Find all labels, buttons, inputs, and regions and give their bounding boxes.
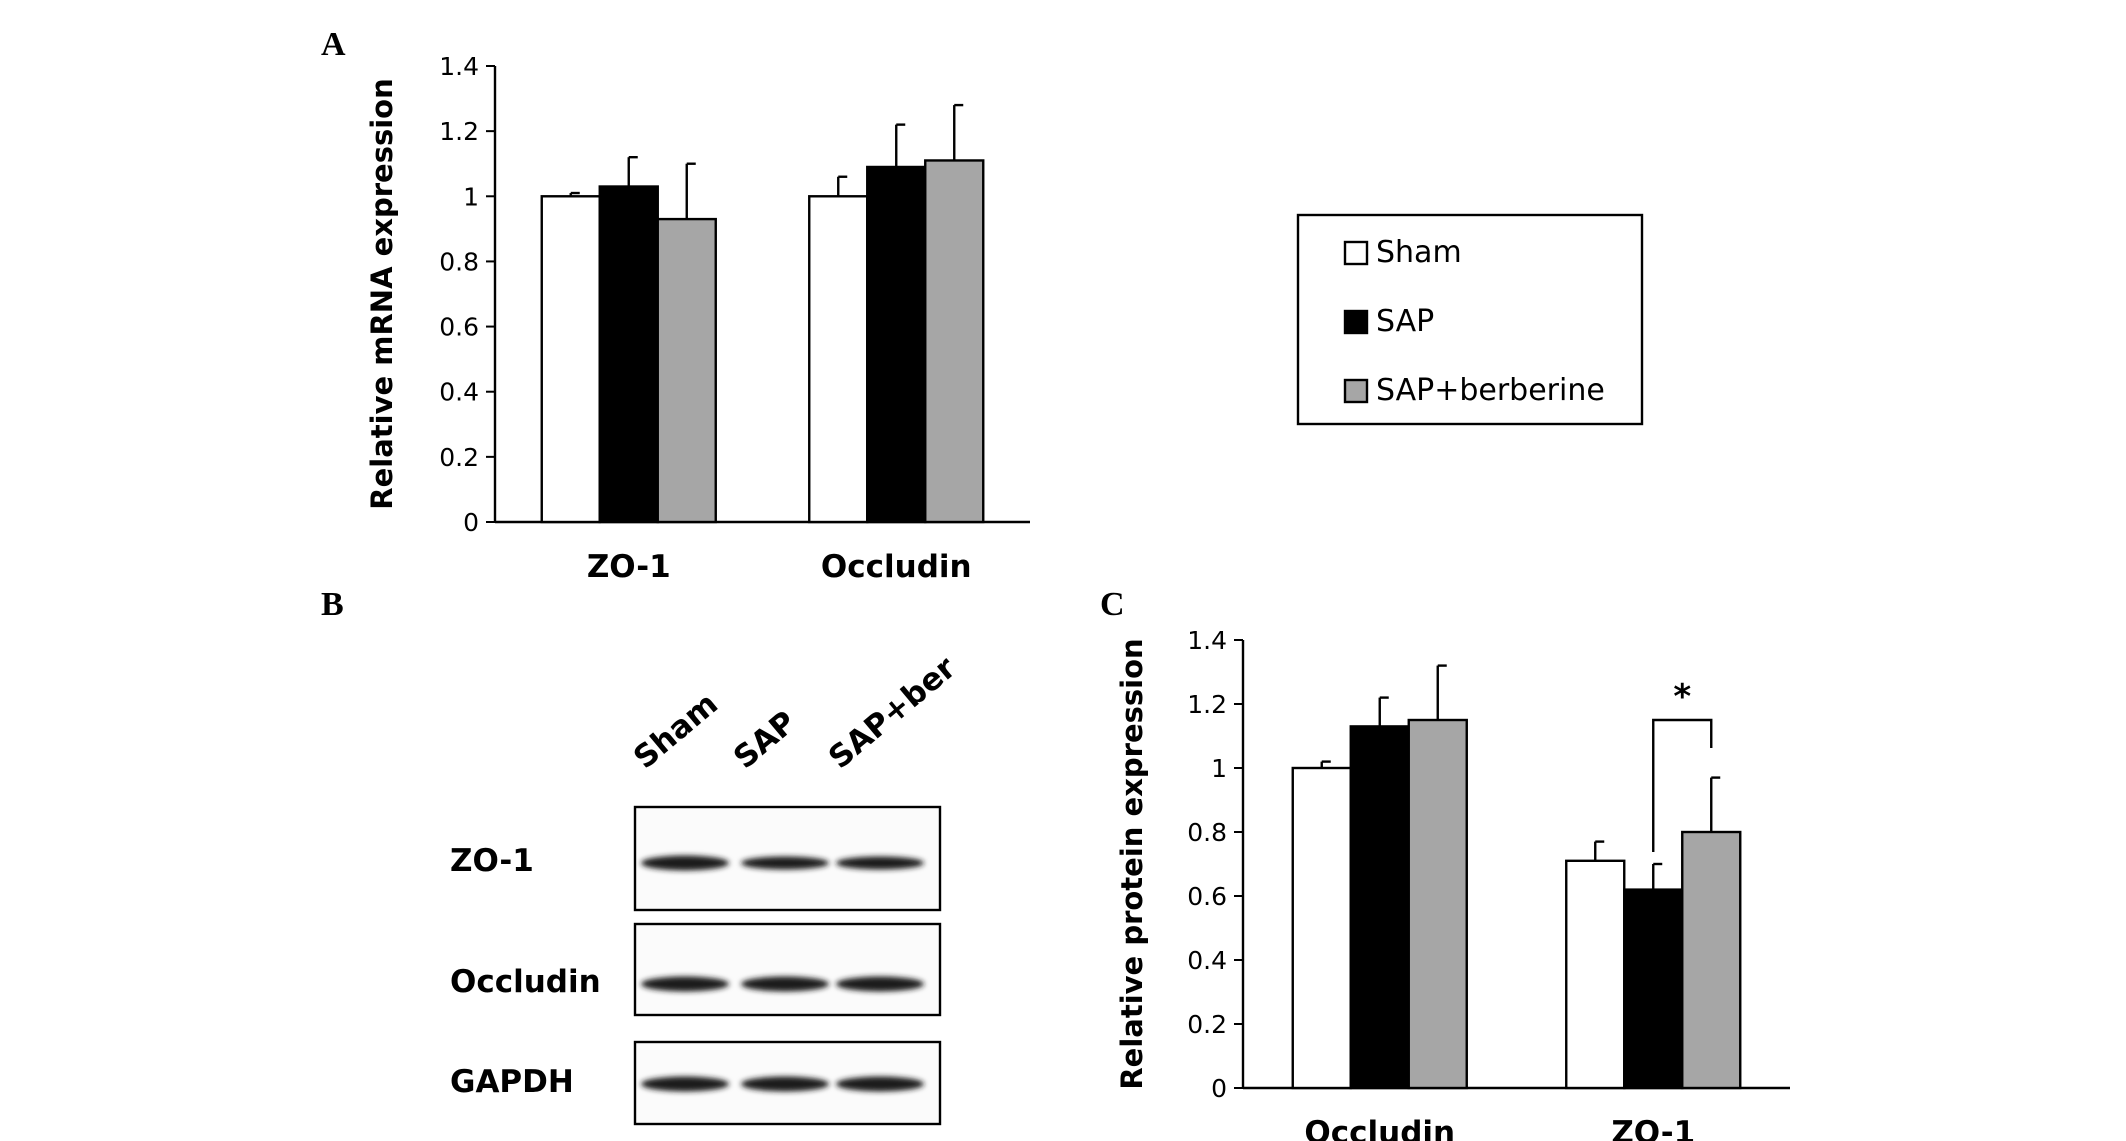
chart-a-category-label: ZO-1 [587, 549, 671, 585]
chart-a-ytick-label: 0.6 [439, 313, 479, 342]
chart-c-ytick-label: 0.6 [1187, 882, 1227, 911]
chart-c-bar-sap [1349, 725, 1410, 1090]
legend-label: SAP [1376, 304, 1434, 339]
chart-a-bar-sap [598, 185, 659, 524]
chart-c-ytick-label: 0.2 [1187, 1010, 1227, 1039]
blot-band [641, 1076, 729, 1092]
chart-a-ytick-label: 0.2 [439, 443, 479, 472]
blot-lane-label: SAP [727, 704, 803, 776]
chart-a-ytick-label: 1.4 [439, 52, 479, 81]
chart-c-ytick-label: 1.4 [1187, 626, 1227, 655]
blot-lane-label: SAP+ber [822, 649, 963, 776]
chart-c-ytick-label: 0.4 [1187, 946, 1227, 975]
blot-band [741, 1076, 829, 1092]
blot-band [836, 1076, 924, 1092]
western-blot: Sham SAP SAP+ber ZO-1 Occludin GAPDH [450, 649, 963, 1126]
chart-a-ytick-label: 0 [463, 508, 479, 537]
chart-a-category-label: Occludin [821, 549, 972, 585]
chart-a-bar-sap-berberine [924, 159, 985, 524]
chart-a-ytick-label: 0.4 [439, 378, 479, 407]
panel-a-letter: A [321, 26, 346, 63]
blot-box-occludin [633, 922, 942, 1017]
legend: Sham SAP SAP+berberine [1296, 213, 1644, 426]
chart-c-significance-star: * [1673, 677, 1691, 717]
chart-c-category-label: ZO-1 [1611, 1115, 1695, 1141]
chart-c-plot: 0 0.2 0.4 0.6 0.8 1 1.2 1.4 Relative protein exp… [1115, 626, 1790, 1141]
chart-c-bar-sap-berberine [1681, 830, 1742, 1090]
chart-c-bar-sham [1291, 766, 1352, 1090]
chart-a-bar-sham [808, 195, 869, 524]
chart-c-bar-sham [1565, 859, 1626, 1090]
chart-c-bar-sap-berberine [1407, 718, 1468, 1090]
chart-c-category-label: Occludin [1304, 1115, 1455, 1141]
legend-swatch-sap [1343, 309, 1369, 335]
legend-label: SAP+berberine [1376, 373, 1605, 408]
chart-a-bar-sap [866, 165, 927, 524]
chart-c-ytick-label: 0 [1211, 1074, 1227, 1103]
blot-band [836, 856, 924, 870]
chart-a-bar-sham [540, 195, 601, 524]
chart-c-ytick-label: 0.8 [1187, 818, 1227, 847]
chart-a-ytick-label: 0.8 [439, 247, 479, 276]
legend-swatch-sham [1343, 240, 1369, 266]
blot-band [836, 976, 924, 992]
blot-lane-label: Sham [627, 686, 725, 776]
chart-a-plot: 0 0.2 0.4 0.6 0.8 1 1.2 1.4 Relative mRNA expres… [365, 52, 1030, 585]
chart-c-bar-sap [1623, 888, 1684, 1090]
chart-a-ytick-label: 1 [463, 182, 479, 211]
blot-row-label: ZO-1 [450, 843, 534, 879]
blot-row-label: GAPDH [450, 1064, 574, 1100]
panel-c-letter: C [1100, 586, 1125, 623]
chart-a-ylabel: Relative mRNA expression [365, 78, 399, 509]
chart-a-ytick-label: 1.2 [439, 117, 479, 146]
blot-band [641, 976, 729, 992]
panel-b-letter: B [321, 586, 344, 623]
chart-a-bar-sap-berberine [656, 217, 717, 524]
chart-c-significance-bracket [1652, 718, 1713, 852]
chart-c-ylabel: Relative protein expression [1115, 638, 1149, 1089]
blot-band [741, 856, 829, 870]
chart-c-significance: * [1652, 677, 1713, 852]
chart-c-ytick-label: 1.2 [1187, 690, 1227, 719]
blot-band [741, 976, 829, 992]
chart-c-ytick-label: 1 [1211, 754, 1227, 783]
legend-label: Sham [1376, 235, 1462, 270]
blot-band [641, 855, 729, 871]
legend-swatch-sap-berberine [1343, 378, 1369, 404]
blot-row-label: Occludin [450, 964, 601, 1000]
